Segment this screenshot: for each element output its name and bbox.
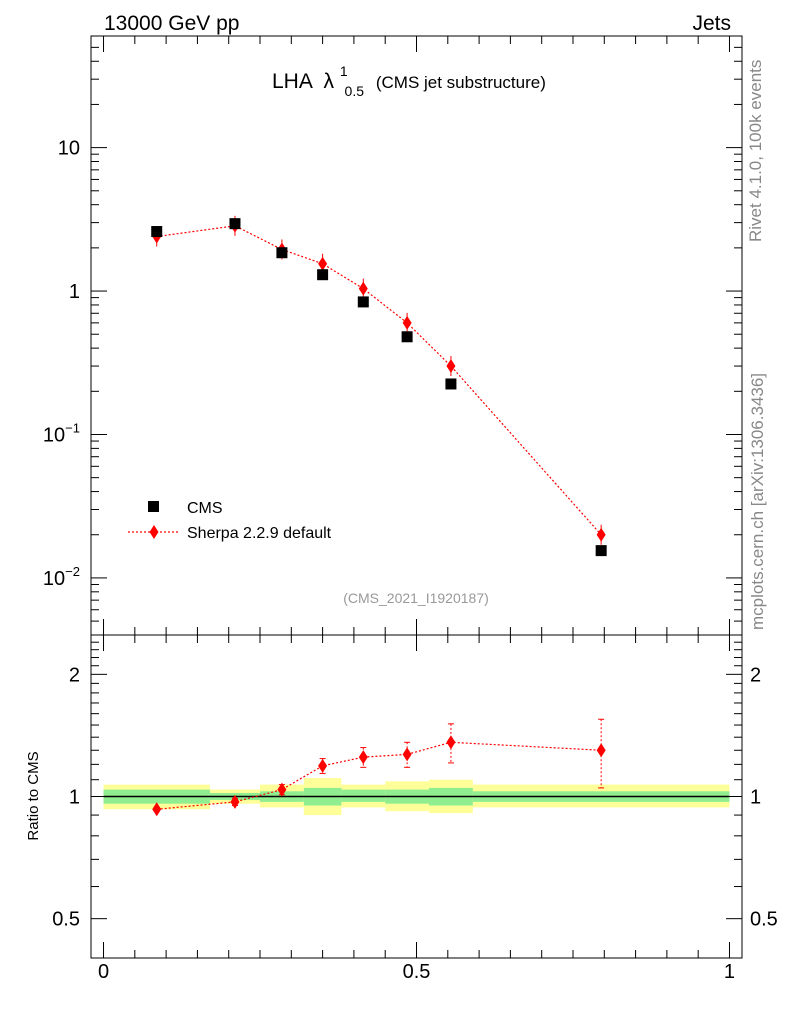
ratio-mc-point [402, 747, 412, 762]
ratio-axis-label: Ratio to CMS [25, 751, 42, 840]
legend-mc-marker [149, 525, 159, 539]
ratio-tick-label: 2 [69, 664, 80, 686]
data-point [317, 269, 329, 281]
mc-point [596, 527, 606, 542]
analysis-id: (CMS_2021_I1920187) [343, 590, 489, 606]
ratio-tick-label-right: 2 [750, 664, 761, 686]
y-tick-label-base: 10 [43, 568, 65, 590]
y-tick-label: 1 [69, 281, 80, 303]
y-tick-label: 10−2 [43, 564, 80, 590]
energy-label: 13000 GeV pp [104, 12, 239, 35]
x-tick-label: 1 [724, 961, 735, 983]
mc-line [156, 225, 602, 536]
title-superscript: 1 [340, 63, 348, 79]
y-tick-label-base: 1 [69, 281, 80, 303]
legend: CMS Sherpa 2.2.9 default [128, 500, 332, 542]
y-tick-label: 10 [58, 138, 80, 160]
rivet-version-label: Rivet 4.1.0, 100k events [746, 59, 765, 242]
mc-series [152, 215, 606, 545]
data-point [276, 247, 288, 259]
mc-point [446, 359, 456, 374]
ratio-mc-point [230, 794, 240, 809]
title-symbol: λ [324, 70, 335, 93]
legend-data-label: CMS [187, 500, 223, 517]
data-point [595, 545, 607, 557]
ratio-tick-label: 1 [69, 787, 80, 809]
main-panel-frame [90, 35, 743, 636]
legend-mc-label: Sherpa 2.2.9 default [187, 525, 332, 542]
ratio-mc-series [152, 718, 606, 817]
ratio-axis-ticks: 0.5 0.5 1 1 2 2 [52, 634, 778, 959]
mc-point [358, 281, 368, 296]
band-inner [341, 789, 386, 802]
x-tick-label: 0 [98, 961, 109, 983]
data-point [401, 331, 413, 343]
plot-title: LHA λ 1 0.5 (CMS jet substructure) [272, 58, 546, 101]
title-observable: LHA [272, 70, 313, 93]
ratio-mc-line [156, 741, 602, 810]
y-tick-label-base: 10 [43, 424, 65, 446]
category-label: Jets [692, 12, 731, 35]
mc-point [402, 315, 412, 330]
ratio-tick-label: 0.5 [52, 909, 80, 931]
ratio-mc-point [152, 802, 162, 817]
y-tick-label: 10−1 [43, 420, 80, 446]
mc-point [318, 256, 328, 271]
x-axis-ticks: 0 0.5 1 [98, 36, 735, 983]
x-tick-label: 0.5 [403, 961, 431, 983]
y-tick-label-exponent: −2 [65, 564, 80, 579]
mcplots-label: mcplots.cern.ch [arXiv:1306.3436] [748, 372, 767, 630]
ratio-mc-point [358, 750, 368, 765]
title-suffix: (CMS jet substructure) [376, 73, 546, 92]
data-series [151, 218, 607, 557]
data-point [357, 296, 369, 308]
data-point [445, 378, 457, 390]
y-tick-label-base: 10 [58, 138, 80, 160]
data-point [151, 226, 163, 238]
ratio-mc-point [596, 743, 606, 758]
data-point [229, 218, 241, 230]
ratio-tick-label-right: 0.5 [750, 909, 778, 931]
legend-data-marker [148, 501, 159, 512]
title-subscript: 0.5 [345, 83, 365, 99]
ratio-mc-point [446, 735, 456, 750]
ratio-mc-point [318, 758, 328, 773]
ratio-tick-label-right: 1 [750, 787, 761, 809]
ratio-mc-point [277, 782, 287, 797]
y-tick-label-exponent: −1 [65, 420, 80, 435]
